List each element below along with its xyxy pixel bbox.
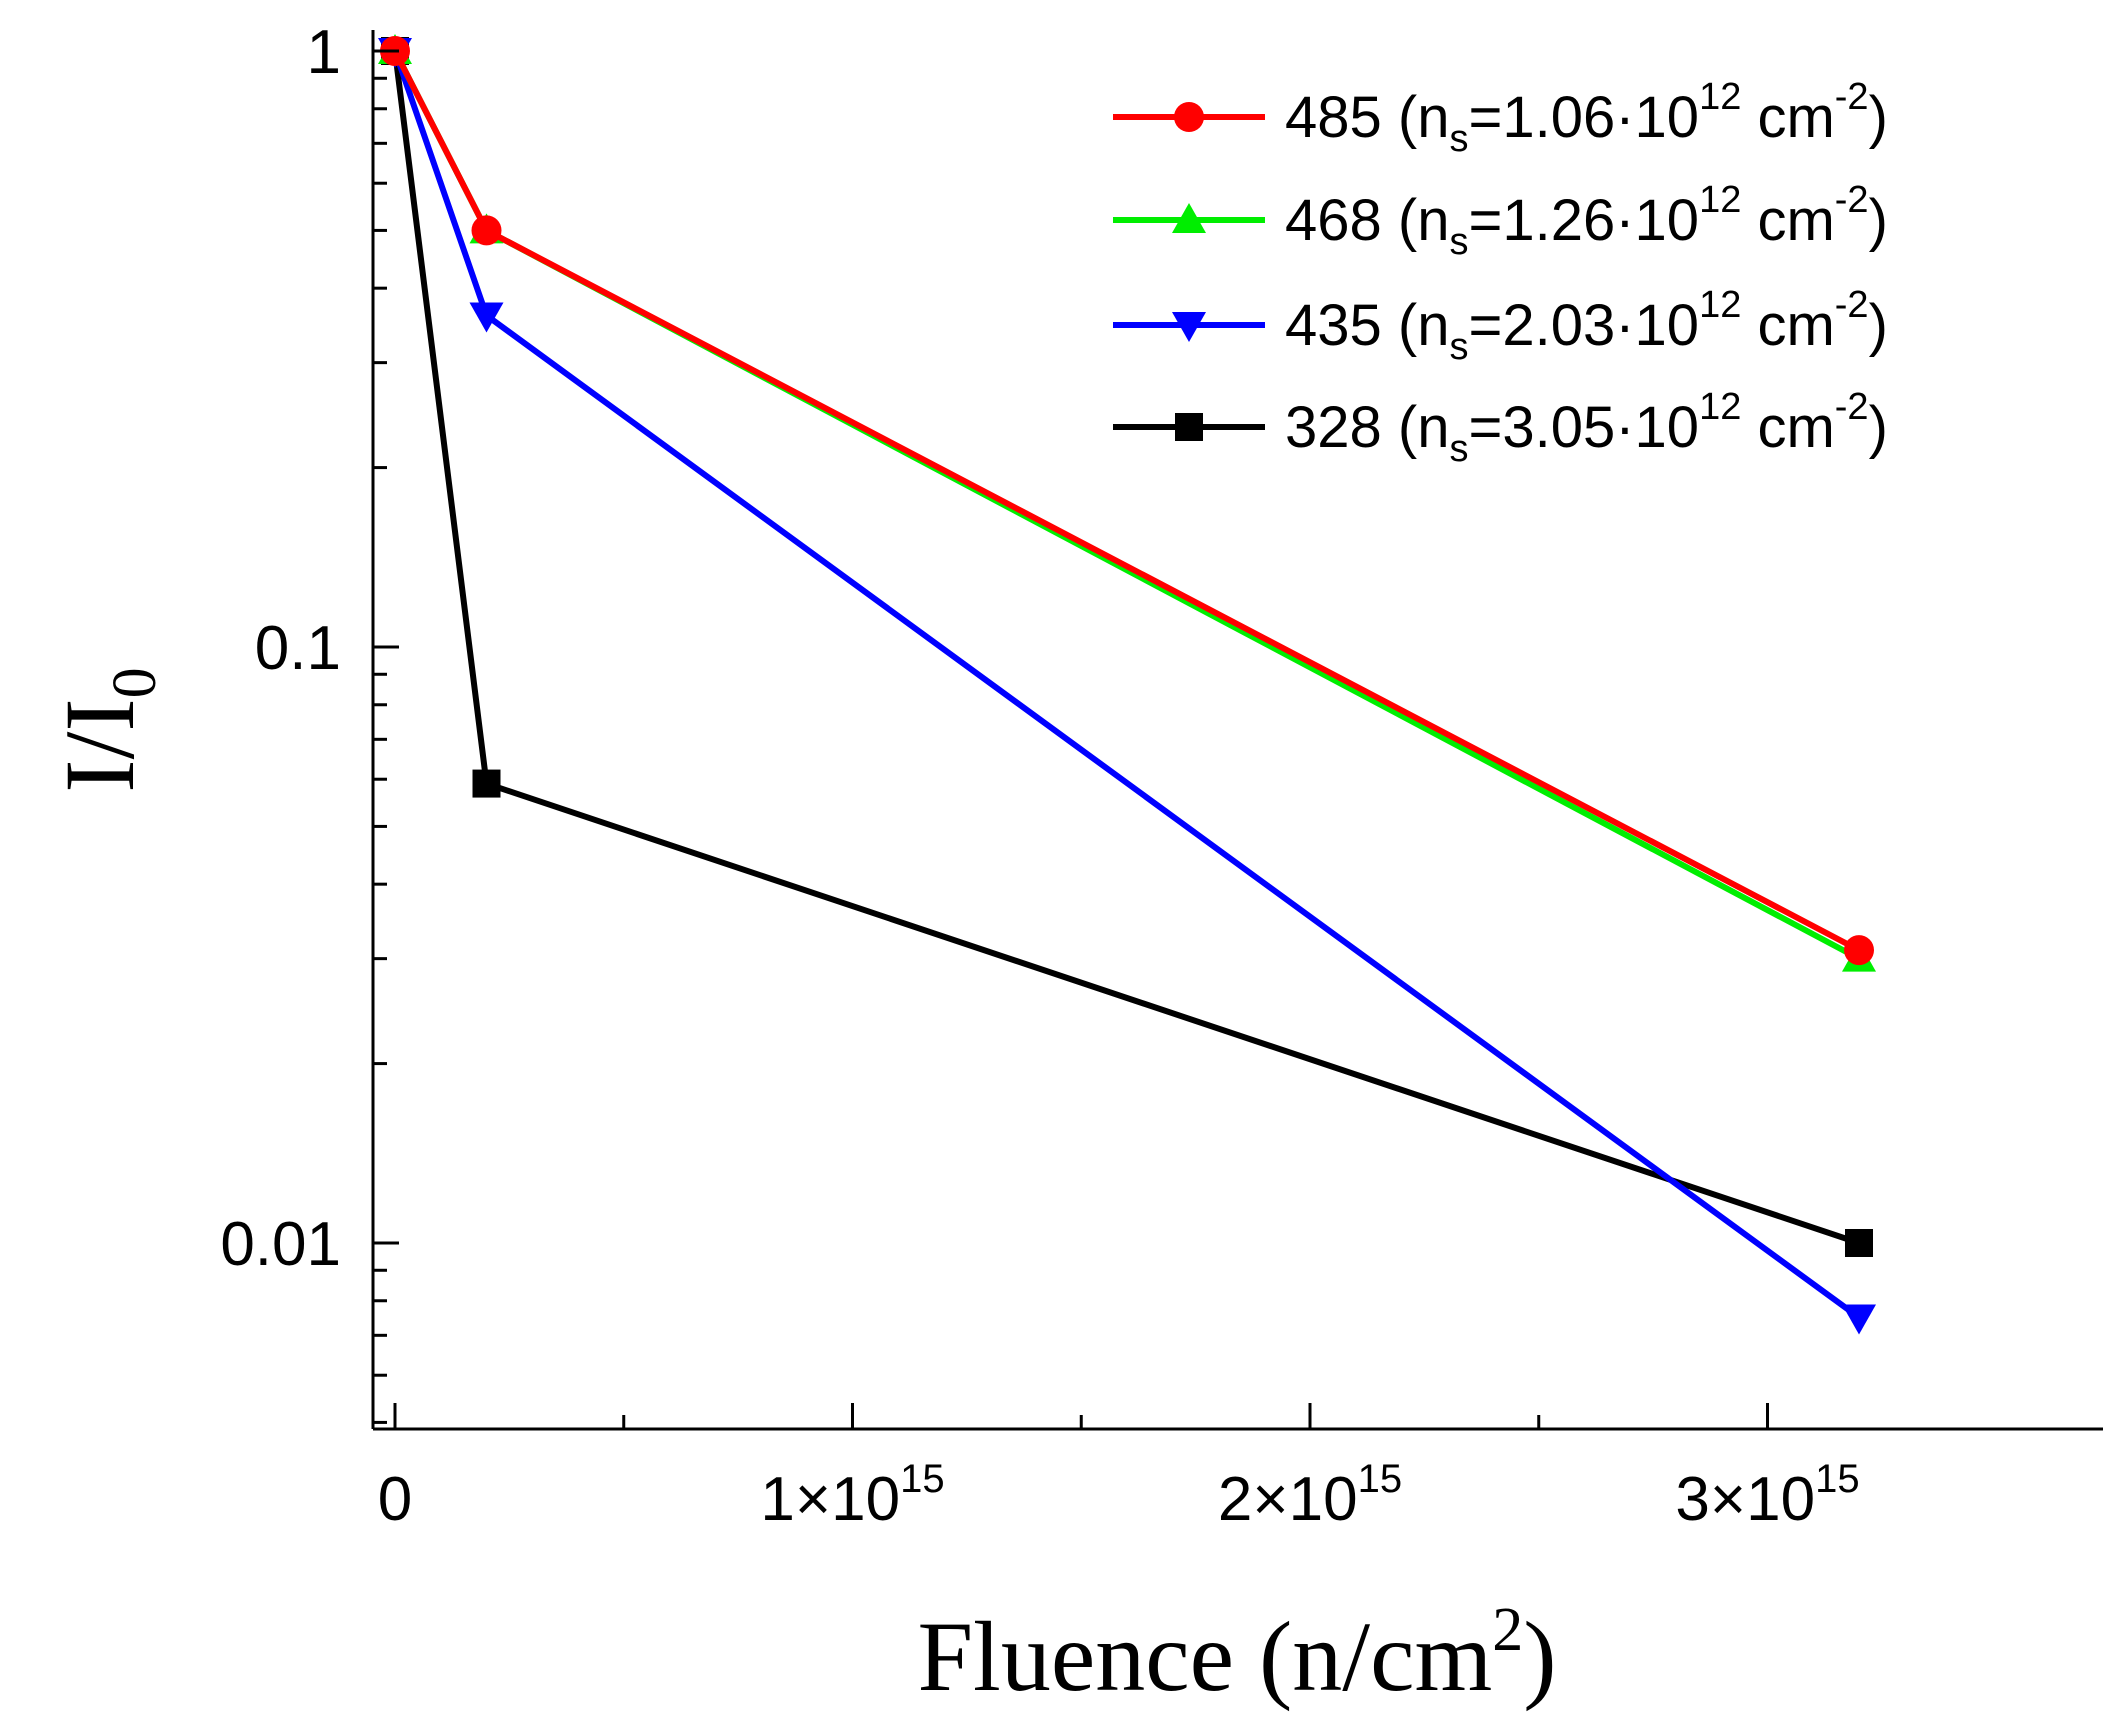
legend-label-part: )	[1869, 188, 1888, 253]
data-point	[1844, 935, 1874, 966]
legend-item: 485 (ns=1.06·1012 cm-2)	[1113, 76, 1888, 160]
legend-marker	[1175, 413, 1203, 441]
x-tick-exponent: 15	[1815, 1457, 1860, 1501]
x-ticks: 0 1×1015 2×1015 3×1015	[378, 1403, 1860, 1534]
legend-label-part: =1.06·10	[1468, 85, 1699, 150]
x-tick-label: 3×1015	[1675, 1457, 1859, 1534]
legend-label: 435 (ns=2.03·1012 cm-2)	[1285, 284, 1888, 368]
legend-label-part: s	[1449, 118, 1468, 160]
legend-label-part: cm	[1741, 293, 1834, 358]
legend-label-part: cm	[1741, 188, 1834, 253]
legend-label: 328 (ns=3.05·1012 cm-2)	[1285, 386, 1888, 470]
y-tick-label: 0.01	[220, 1210, 341, 1279]
y-tick-label: 1	[307, 18, 341, 87]
legend-label-part: 485 (n	[1285, 85, 1449, 150]
data-point	[471, 215, 502, 246]
legend-label-part: )	[1869, 395, 1888, 460]
legend-label-part: -2	[1835, 386, 1869, 428]
data-point	[472, 769, 501, 798]
legend-label-part: =1.26·10	[1468, 188, 1699, 253]
legend-label-part: 12	[1699, 76, 1741, 118]
legend-label-part: =3.05·10	[1468, 395, 1699, 460]
y-minor-ticks	[373, 76, 387, 1424]
legend-label-part: 12	[1699, 386, 1741, 428]
legend: 485 (ns=1.06·1012 cm-2)468 (ns=1.26·1012…	[1113, 76, 1888, 470]
legend-label-part: cm	[1741, 395, 1834, 460]
legend-label-part: -2	[1835, 179, 1869, 221]
x-tick-label: 0	[378, 1465, 412, 1534]
x-tick-label: 2×1015	[1218, 1457, 1402, 1534]
data-point	[469, 302, 504, 333]
x-tick-base: 0	[378, 1465, 412, 1534]
data-point	[1845, 1229, 1873, 1257]
legend-label-part: -2	[1835, 76, 1869, 118]
legend-label-part: s	[1449, 221, 1468, 263]
legend-marker	[1172, 203, 1206, 233]
series-line	[392, 49, 1861, 953]
legend-label-part: )	[1869, 293, 1888, 358]
series-layer	[378, 34, 1876, 1335]
legend-label-part: 328 (n	[1285, 395, 1449, 460]
legend-label-part: -2	[1835, 284, 1869, 326]
series-468	[378, 34, 1876, 972]
legend-label-part: )	[1869, 85, 1888, 150]
y-ticks: 1 0.1 0.01	[220, 18, 399, 1279]
x-tick-base: 3×10	[1675, 1465, 1815, 1534]
legend-item: 468 (ns=1.26·1012 cm-2)	[1113, 179, 1888, 263]
legend-label-part: cm	[1741, 85, 1834, 150]
legend-label-part: 12	[1699, 284, 1741, 326]
legend-label-part: 468 (n	[1285, 188, 1449, 253]
axes	[371, 30, 2103, 1431]
x-tick-exponent: 15	[900, 1457, 945, 1501]
data-point	[1842, 1304, 1876, 1335]
x-tick-label: 1×1015	[760, 1457, 944, 1534]
legend-label-part: s	[1449, 326, 1468, 368]
legend-marker	[1172, 312, 1206, 342]
x-tick-exponent: 15	[1358, 1457, 1403, 1501]
legend-label-part: 435 (n	[1285, 293, 1449, 358]
legend-label: 485 (ns=1.06·1012 cm-2)	[1285, 76, 1888, 160]
legend-item: 328 (ns=3.05·1012 cm-2)	[1113, 386, 1888, 470]
y-axis-title: I/I0	[44, 667, 169, 792]
x-axis-title: Fluence (n/cm2)	[917, 1596, 1556, 1712]
legend-label-part: =2.03·10	[1468, 293, 1699, 358]
x-tick-base: 1×10	[760, 1465, 900, 1534]
legend-label-part: 12	[1699, 179, 1741, 221]
legend-label-part: s	[1449, 428, 1468, 470]
legend-item: 435 (ns=2.03·1012 cm-2)	[1113, 284, 1888, 368]
legend-label: 468 (ns=1.26·1012 cm-2)	[1285, 179, 1888, 263]
x-tick-base: 2×10	[1218, 1465, 1358, 1534]
legend-marker	[1174, 102, 1204, 132]
y-tick-label: 0.1	[255, 614, 341, 683]
